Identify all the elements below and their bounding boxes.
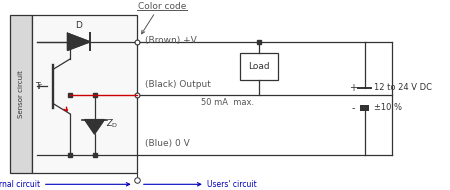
Text: 12 to 24 V DC: 12 to 24 V DC (374, 83, 432, 92)
Text: Users' circuit: Users' circuit (207, 180, 257, 189)
Text: Load: Load (248, 62, 270, 71)
Bar (360, 105, 369, 111)
Text: Color code: Color code (138, 2, 186, 11)
Text: D: D (112, 123, 117, 128)
Bar (10, 15, 32, 173)
Text: (Black) Output: (Black) Output (145, 80, 211, 89)
Text: (Brown) +V: (Brown) +V (145, 36, 197, 45)
Text: (Blue) 0 V: (Blue) 0 V (145, 139, 190, 148)
Text: Sensor circuit: Sensor circuit (18, 70, 24, 118)
Text: Tr: Tr (36, 82, 42, 91)
Text: +: + (349, 83, 357, 93)
Text: Internal circuit: Internal circuit (0, 180, 40, 189)
Bar (239, 53, 278, 80)
Polygon shape (85, 120, 104, 134)
Text: ±10 %: ±10 % (374, 103, 402, 112)
Polygon shape (68, 33, 90, 50)
Text: D: D (75, 21, 82, 30)
Text: -: - (351, 103, 355, 113)
Text: Z: Z (107, 120, 112, 128)
Text: 50 mA  max.: 50 mA max. (201, 98, 254, 107)
Bar (32, 15, 137, 173)
